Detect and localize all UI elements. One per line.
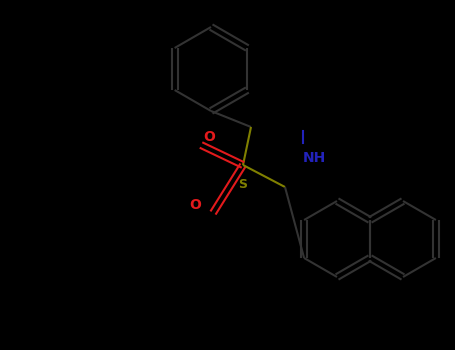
Text: O: O [189, 198, 201, 212]
Text: NH: NH [303, 151, 326, 165]
Text: S: S [238, 178, 248, 191]
Text: O: O [203, 130, 215, 144]
